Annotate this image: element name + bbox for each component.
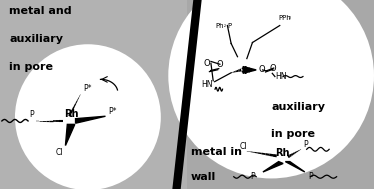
Text: P: P: [309, 172, 313, 181]
Polygon shape: [263, 162, 283, 172]
Text: in pore: in pore: [9, 62, 53, 72]
Text: P: P: [227, 22, 232, 29]
Circle shape: [168, 0, 374, 178]
Text: ₂: ₂: [289, 15, 291, 20]
Text: ₂: ₂: [224, 23, 226, 28]
Polygon shape: [285, 162, 305, 172]
Text: HN: HN: [202, 80, 213, 89]
Circle shape: [15, 44, 161, 189]
Text: O: O: [259, 65, 266, 74]
Text: P*: P*: [83, 84, 92, 93]
Bar: [0, 0, 187, 189]
Text: auxiliary: auxiliary: [271, 102, 325, 112]
Text: P: P: [29, 110, 34, 119]
Text: P*: P*: [108, 107, 117, 116]
Text: PPh: PPh: [279, 15, 291, 21]
Polygon shape: [76, 116, 105, 123]
Text: Ph: Ph: [215, 22, 224, 29]
Bar: [187, 0, 374, 189]
Text: auxiliary: auxiliary: [9, 34, 63, 44]
Text: P: P: [303, 140, 307, 149]
Text: in pore: in pore: [271, 129, 315, 139]
Polygon shape: [65, 124, 75, 146]
Text: wall: wall: [191, 172, 216, 182]
Text: Rh: Rh: [275, 148, 289, 158]
Text: O: O: [217, 60, 223, 69]
Text: *: *: [240, 65, 250, 83]
Text: O: O: [203, 59, 210, 68]
Text: Cl: Cl: [239, 142, 247, 151]
Text: O: O: [269, 64, 276, 73]
Text: metal in: metal in: [191, 147, 242, 157]
Text: P: P: [251, 172, 255, 181]
Text: Rh: Rh: [64, 109, 78, 119]
Text: HN: HN: [275, 72, 286, 81]
Polygon shape: [243, 67, 256, 73]
Text: metal and: metal and: [9, 6, 72, 16]
Text: Cl: Cl: [56, 148, 64, 157]
